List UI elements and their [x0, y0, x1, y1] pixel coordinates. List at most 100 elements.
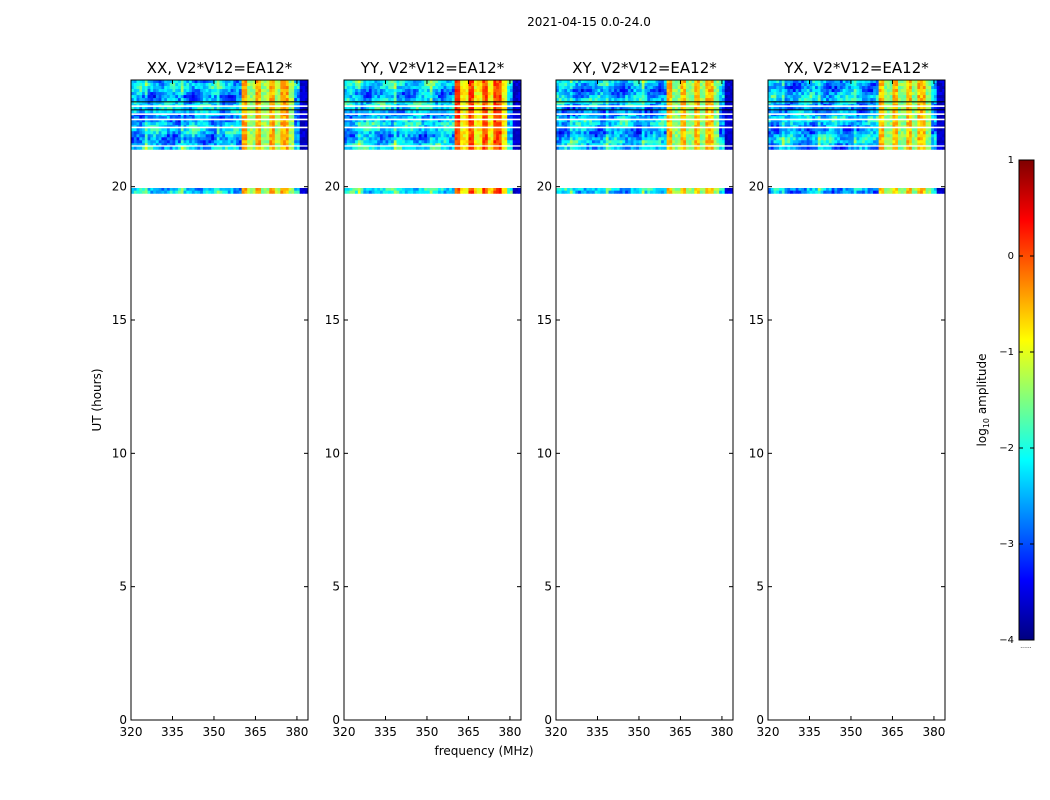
heatmap-cell: [914, 188, 918, 192]
heatmap-cell: [512, 86, 516, 90]
heatmap-cell: [702, 80, 706, 84]
heatmap-cell: [716, 131, 720, 135]
heatmap-cell: [410, 80, 414, 84]
heatmap-cell: [280, 188, 284, 192]
heatmap-cell: [567, 140, 571, 144]
heatmap-cell: [710, 146, 715, 150]
heatmap-cell: [205, 92, 209, 96]
heatmap-cell: [685, 116, 690, 120]
heatmap-cell: [614, 188, 618, 192]
heatmap-cell: [418, 98, 422, 102]
heatmap-cell: [255, 89, 259, 93]
heatmap-cell: [288, 92, 292, 96]
heatmap-cell: [699, 119, 703, 123]
heatmap-cell: [496, 107, 500, 111]
heatmap-cell: [175, 116, 179, 120]
heatmap-cell: [410, 86, 414, 90]
heatmap-cell: [625, 190, 629, 194]
heatmap-cell: [443, 128, 447, 132]
heatmap-cell: [512, 122, 516, 126]
heatmap-cell: [699, 140, 703, 144]
heatmap-cell: [591, 143, 596, 147]
heatmap-cell: [155, 92, 160, 96]
heatmap-cell: [509, 140, 514, 144]
heatmap-cell: [269, 86, 273, 90]
heatmap-cell: [374, 110, 378, 114]
heatmap-cell: [180, 119, 184, 123]
heatmap-cell: [236, 107, 240, 111]
y-tick-label: 15: [537, 313, 552, 327]
heatmap-cell: [429, 80, 433, 84]
heatmap-cell: [213, 134, 218, 138]
heatmap-cell: [296, 122, 301, 126]
heatmap-cell: [352, 146, 356, 150]
heatmap-cell: [564, 80, 568, 84]
heatmap-cell: [627, 107, 632, 111]
heatmap-cell: [263, 143, 267, 147]
heatmap-cell: [647, 146, 651, 150]
heatmap-cell: [366, 131, 370, 135]
heatmap-cell: [468, 143, 472, 147]
heatmap-cell: [462, 122, 467, 126]
heatmap-cell: [227, 190, 231, 194]
heatmap-cell: [161, 140, 165, 144]
heatmap-cell: [438, 80, 442, 84]
heatmap-cell: [608, 101, 612, 105]
heatmap-cell: [719, 116, 723, 120]
heatmap-cell: [139, 146, 143, 150]
heatmap-cell: [349, 119, 353, 123]
heatmap-cell: [299, 92, 303, 96]
heatmap-cell: [556, 143, 560, 147]
heatmap-cell: [727, 190, 731, 194]
heatmap-cell: [652, 110, 656, 114]
heatmap-cell: [600, 86, 604, 90]
heatmap-cell: [216, 116, 220, 120]
heatmap-cell: [482, 143, 486, 147]
heatmap-cell: [815, 188, 819, 192]
heatmap-cell: [586, 86, 590, 90]
heatmap-cell: [680, 80, 684, 84]
heatmap-cell: [572, 95, 576, 99]
heatmap-cell: [158, 89, 162, 93]
heatmap-cell: [708, 116, 712, 120]
heatmap-cell: [705, 188, 709, 192]
heatmap-cell: [663, 89, 668, 93]
heatmap-cell: [299, 110, 303, 114]
heatmap-cell: [515, 146, 519, 150]
heatmap-cell: [465, 119, 469, 123]
heatmap-cell: [457, 80, 461, 84]
heatmap-cell: [625, 95, 629, 99]
heatmap-cell: [227, 119, 231, 123]
heatmap-cell: [680, 83, 684, 87]
heatmap-cell: [661, 188, 665, 192]
heatmap-cell: [727, 131, 731, 135]
heatmap-cell: [432, 80, 436, 84]
heatmap-cell: [285, 122, 290, 126]
heatmap-cell: [669, 95, 673, 99]
heatmap-cell: [252, 122, 256, 126]
heatmap-cell: [396, 86, 400, 90]
heatmap-cell: [158, 110, 162, 114]
heatmap-cell: [658, 116, 662, 120]
heatmap-cell: [158, 80, 162, 84]
heatmap-cell: [600, 119, 604, 123]
heatmap-cell: [407, 101, 411, 105]
heatmap-cell: [479, 86, 483, 90]
heatmap-cell: [594, 190, 598, 194]
heatmap-cell: [133, 116, 137, 120]
heatmap-cell: [233, 83, 237, 87]
heatmap-cell: [247, 119, 251, 123]
heatmap-cell: [591, 98, 596, 102]
heatmap-cell: [479, 107, 483, 111]
heatmap-cell: [252, 80, 256, 84]
heatmap-cell: [368, 101, 373, 105]
heatmap-cell: [355, 95, 359, 99]
heatmap-cell: [260, 188, 265, 192]
heatmap-cell: [622, 116, 626, 120]
heatmap-cell: [302, 83, 306, 87]
heatmap-cell: [344, 95, 348, 99]
heatmap-cell: [429, 128, 433, 132]
heatmap-cell: [166, 140, 171, 144]
heatmap-cell: [371, 134, 375, 138]
heatmap-cell: [155, 107, 160, 111]
